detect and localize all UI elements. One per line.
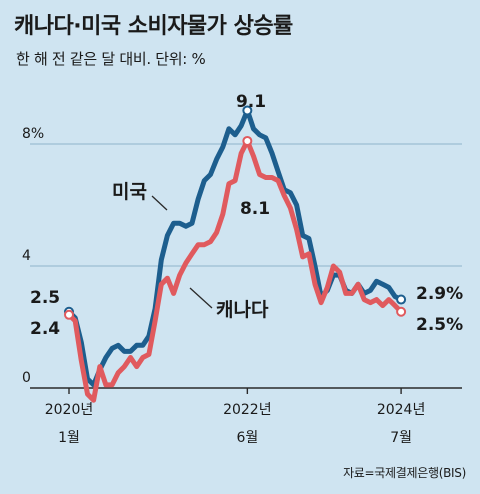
x-tick-year: 2024년 [377,402,426,418]
x-tick-month: 1월 [58,430,80,446]
chart-subtitle: 한 해 전 같은 달 대비. 단위: % [16,50,206,68]
y-tick-label: 8% [22,126,44,142]
canada-start-marker [64,309,74,320]
us-start-label: 2.5 [30,288,60,308]
us-leader-line [151,195,168,211]
us-end-label: 2.9% [416,284,463,304]
canada-series-label: 캐나다 [216,299,269,321]
x-tick-year: 2020년 [45,402,94,418]
us-series-label: 미국 [112,181,147,203]
us-peak-label: 9.1 [236,92,266,112]
x-tick-year: 2022년 [223,402,272,418]
canada-end-label: 2.5% [416,315,463,335]
x-tick-month: 7월 [390,430,412,446]
y-tick-label: 4 [22,248,31,264]
us-end-marker [396,294,407,305]
source-note: 자료=국제결제은행(BIS) [343,466,466,480]
x-tick-month: 6월 [236,430,258,446]
us-series-line [66,107,404,388]
y-tick-label: 0 [22,370,31,386]
chart-title: 캐나다·미국 소비자물가 상승률 [14,14,293,39]
canada-start-label: 2.4 [30,319,60,339]
canada-series-line [66,138,404,403]
us-peak-marker [242,105,253,116]
canada-peak-marker [242,135,253,146]
canada-end-marker [396,306,407,317]
canada-leader-line [189,287,213,309]
canada-peak-label: 8.1 [240,199,270,219]
